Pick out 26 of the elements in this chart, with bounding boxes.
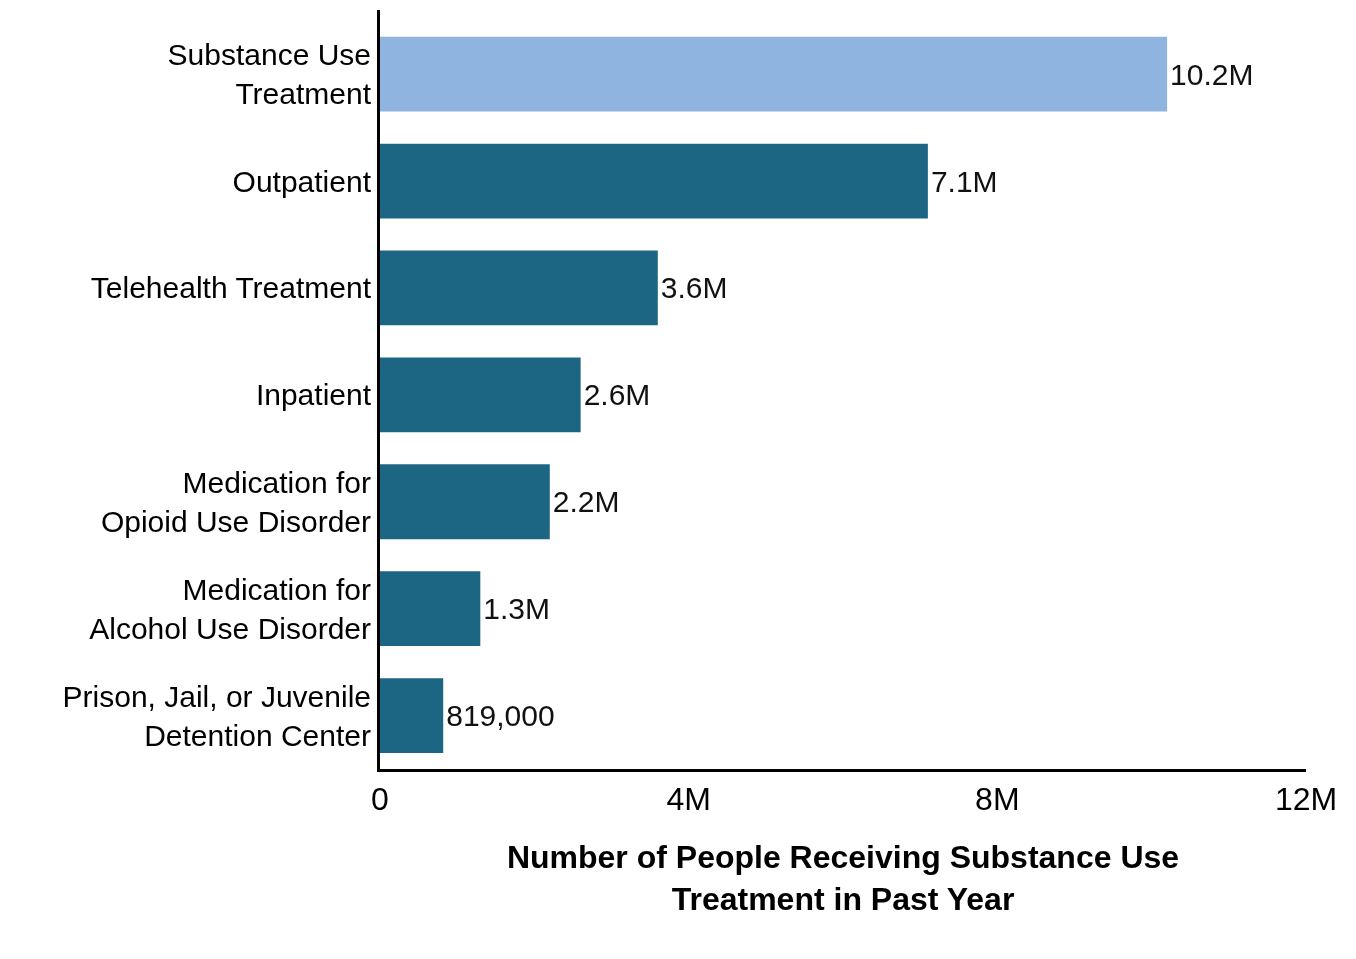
bar bbox=[380, 36, 1168, 112]
data-label: 819,000 bbox=[446, 699, 555, 733]
data-label: 10.2M bbox=[1170, 57, 1254, 91]
x-axis-title: Number of People Receiving Substance Use Treatment in Past Year bbox=[506, 839, 1180, 917]
bar bbox=[380, 571, 481, 647]
y-tick-label: Prison, Jail, or Juvenile Detention Center bbox=[62, 679, 371, 752]
bar bbox=[380, 250, 658, 326]
data-label: 2.6M bbox=[583, 378, 651, 412]
bar bbox=[380, 678, 444, 753]
bar bbox=[380, 143, 928, 219]
bar bbox=[380, 464, 550, 540]
x-tick-label: 12M bbox=[1274, 781, 1338, 818]
x-tick-label: 4M bbox=[666, 781, 711, 818]
y-tick-label: Medication for Alcohol Use Disorder bbox=[89, 572, 372, 645]
y-tick-label: Substance Use Treatment bbox=[167, 38, 372, 111]
bar bbox=[380, 357, 581, 433]
data-label: 1.3M bbox=[483, 592, 551, 626]
data-label: 7.1M bbox=[930, 164, 998, 198]
data-label: 3.6M bbox=[660, 271, 728, 305]
x-tick-label: 0 bbox=[371, 781, 389, 818]
y-tick-label: Outpatient bbox=[232, 164, 372, 198]
y-tick-label: Telehealth Treatment bbox=[90, 271, 372, 305]
data-label: 2.2M bbox=[552, 485, 620, 519]
y-tick-label: Medication for Opioid Use Disorder bbox=[100, 465, 371, 538]
y-tick-label: Inpatient bbox=[255, 378, 372, 412]
x-tick-label: 8M bbox=[975, 781, 1020, 818]
